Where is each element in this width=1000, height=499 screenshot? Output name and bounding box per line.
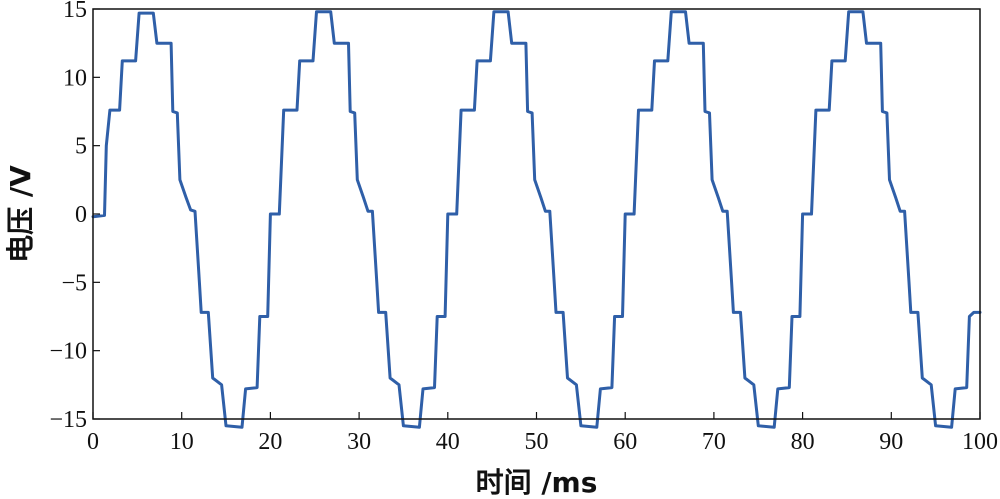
x-tick-labels: 0 10 20 30 40 50 60 70 80 90 100 xyxy=(87,429,998,455)
plot-frame xyxy=(92,8,981,420)
y-tick-labels: 15 10 5 0 −5 −10 −15 xyxy=(49,0,87,433)
y-tick-label: −15 xyxy=(49,407,87,433)
x-tick-label: 30 xyxy=(347,429,371,455)
x-tick-label: 10 xyxy=(170,429,194,455)
x-tick-label: 60 xyxy=(613,429,637,455)
x-tick-label: 70 xyxy=(702,429,726,455)
x-tick-label: 40 xyxy=(436,429,460,455)
x-tick-label: 90 xyxy=(879,429,903,455)
y-tick-label: 5 xyxy=(75,134,87,160)
y-axis-title: 电压 /V xyxy=(4,165,37,263)
x-axis-title: 时间 /ms xyxy=(476,466,598,499)
x-tick-label: 20 xyxy=(258,429,282,455)
y-tick-label: −5 xyxy=(61,270,87,296)
x-tick-label: 80 xyxy=(791,429,815,455)
axis-ticks xyxy=(92,8,981,420)
voltage-series-line xyxy=(91,10,982,429)
x-tick-label: 0 xyxy=(87,429,99,455)
x-tick-label: 50 xyxy=(525,429,549,455)
y-tick-label: 0 xyxy=(75,202,87,228)
y-tick-label: 15 xyxy=(63,0,87,23)
series-layer xyxy=(91,10,982,429)
y-tick-label: −10 xyxy=(49,339,87,365)
x-tick-label: 100 xyxy=(962,429,998,455)
y-tick-label: 10 xyxy=(63,65,87,91)
